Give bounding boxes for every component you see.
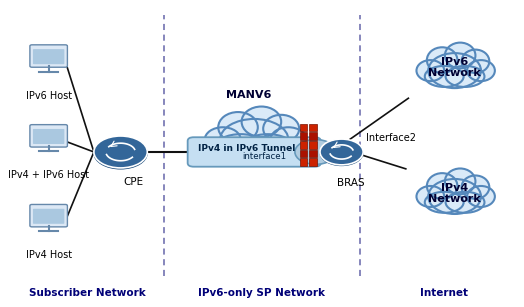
Ellipse shape — [467, 60, 495, 81]
Ellipse shape — [425, 66, 464, 87]
Ellipse shape — [427, 173, 457, 199]
Ellipse shape — [220, 119, 288, 161]
Ellipse shape — [243, 134, 293, 159]
Ellipse shape — [445, 169, 475, 194]
Text: IPv6-only SP Network: IPv6-only SP Network — [199, 288, 325, 298]
FancyBboxPatch shape — [30, 204, 68, 227]
Circle shape — [320, 139, 363, 165]
Ellipse shape — [218, 112, 258, 142]
Ellipse shape — [270, 127, 307, 152]
Bar — [309, 132, 316, 140]
Text: IPv4 Host: IPv4 Host — [26, 250, 72, 260]
Ellipse shape — [417, 60, 444, 81]
Text: IPv6 Host: IPv6 Host — [26, 91, 72, 101]
FancyBboxPatch shape — [30, 45, 68, 67]
Text: IPv6
Network: IPv6 Network — [428, 57, 481, 78]
Ellipse shape — [263, 115, 299, 142]
Bar — [300, 141, 307, 149]
Ellipse shape — [205, 127, 241, 152]
Ellipse shape — [428, 179, 481, 214]
FancyBboxPatch shape — [30, 125, 68, 147]
Text: BRAS: BRAS — [337, 178, 365, 188]
Text: CPE: CPE — [123, 177, 144, 187]
Ellipse shape — [445, 192, 485, 213]
Circle shape — [93, 137, 148, 169]
Ellipse shape — [445, 66, 485, 87]
Bar — [300, 132, 307, 140]
FancyBboxPatch shape — [33, 49, 64, 64]
Text: IPv4 + IPv6 Host: IPv4 + IPv6 Host — [8, 170, 89, 181]
FancyBboxPatch shape — [188, 137, 321, 167]
Ellipse shape — [242, 107, 281, 137]
Ellipse shape — [417, 186, 444, 207]
Bar — [300, 124, 307, 131]
Ellipse shape — [467, 186, 495, 207]
FancyBboxPatch shape — [33, 129, 64, 144]
Ellipse shape — [427, 47, 457, 73]
Ellipse shape — [462, 176, 489, 199]
Bar — [300, 158, 307, 166]
Text: MANV6: MANV6 — [226, 90, 272, 100]
Ellipse shape — [462, 50, 489, 73]
Bar — [309, 158, 316, 166]
Text: Interface2: Interface2 — [366, 133, 416, 143]
Bar — [300, 150, 307, 157]
Text: IPv4
Network: IPv4 Network — [428, 183, 481, 204]
Text: interface1: interface1 — [243, 152, 287, 161]
Circle shape — [295, 140, 336, 164]
Circle shape — [94, 136, 147, 168]
Ellipse shape — [428, 53, 481, 88]
FancyBboxPatch shape — [33, 209, 64, 224]
Bar — [309, 124, 316, 131]
Ellipse shape — [425, 192, 464, 213]
Ellipse shape — [215, 134, 266, 159]
Bar — [309, 150, 316, 157]
Text: IPv4 in IPv6 Tunnel: IPv4 in IPv6 Tunnel — [198, 144, 295, 154]
Text: Internet: Internet — [420, 288, 468, 298]
Bar — [309, 141, 316, 149]
Circle shape — [320, 140, 364, 166]
Text: Subscriber Network: Subscriber Network — [29, 288, 146, 298]
Ellipse shape — [445, 43, 475, 68]
